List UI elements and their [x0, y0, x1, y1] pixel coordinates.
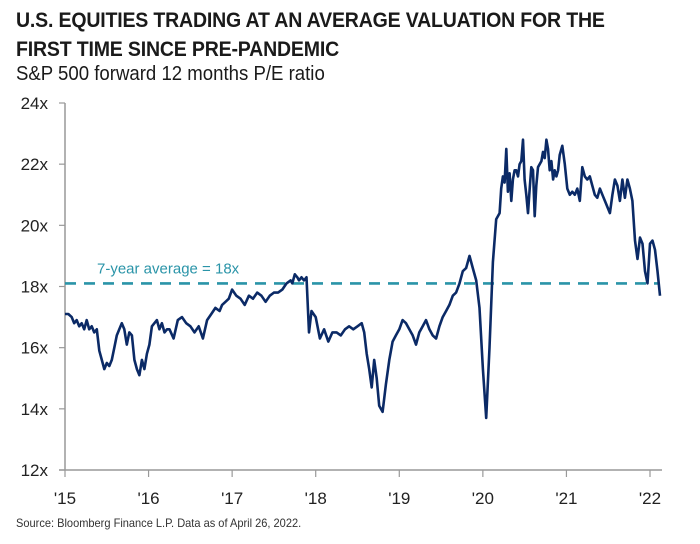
chart-title: U.S. EQUITIES TRADING AT AN AVERAGE VALU… [16, 9, 605, 61]
series-group [65, 138, 662, 420]
x-tick-label: '16 [137, 489, 159, 508]
y-tick-label: 14x [21, 400, 49, 419]
y-tick-label: 24x [21, 94, 49, 113]
x-tick-label: '17 [221, 489, 243, 508]
y-tick-label: 12x [21, 461, 49, 480]
average-label: 7-year average = 18x [97, 260, 240, 277]
y-tick-label: 18x [21, 278, 49, 297]
chart-subtitle: S&P 500 forward 12 months P/E ratio [16, 63, 325, 85]
y-tick-label: 20x [21, 216, 49, 235]
y-tick-label: 16x [21, 339, 49, 358]
x-tick-label: '19 [388, 489, 410, 508]
x-tick-label: '15 [54, 489, 76, 508]
y-tick-label: 22x [21, 155, 49, 174]
x-tick-label: '18 [305, 489, 327, 508]
x-axis: '15 '16 '17 '18 '19 '20 '21 '22 [54, 469, 662, 508]
series-line-pe-ratio [65, 138, 662, 420]
x-tick-label: '21 [555, 489, 577, 508]
x-tick-label: '22 [639, 489, 661, 508]
average-reference: 7-year average = 18x [65, 260, 658, 285]
y-axis: 12x 14x 16x 18x 20x 22x 24x [21, 94, 66, 480]
source-note: Source: Bloomberg Finance L.P. Data as o… [16, 516, 302, 530]
x-tick-label: '20 [472, 489, 494, 508]
